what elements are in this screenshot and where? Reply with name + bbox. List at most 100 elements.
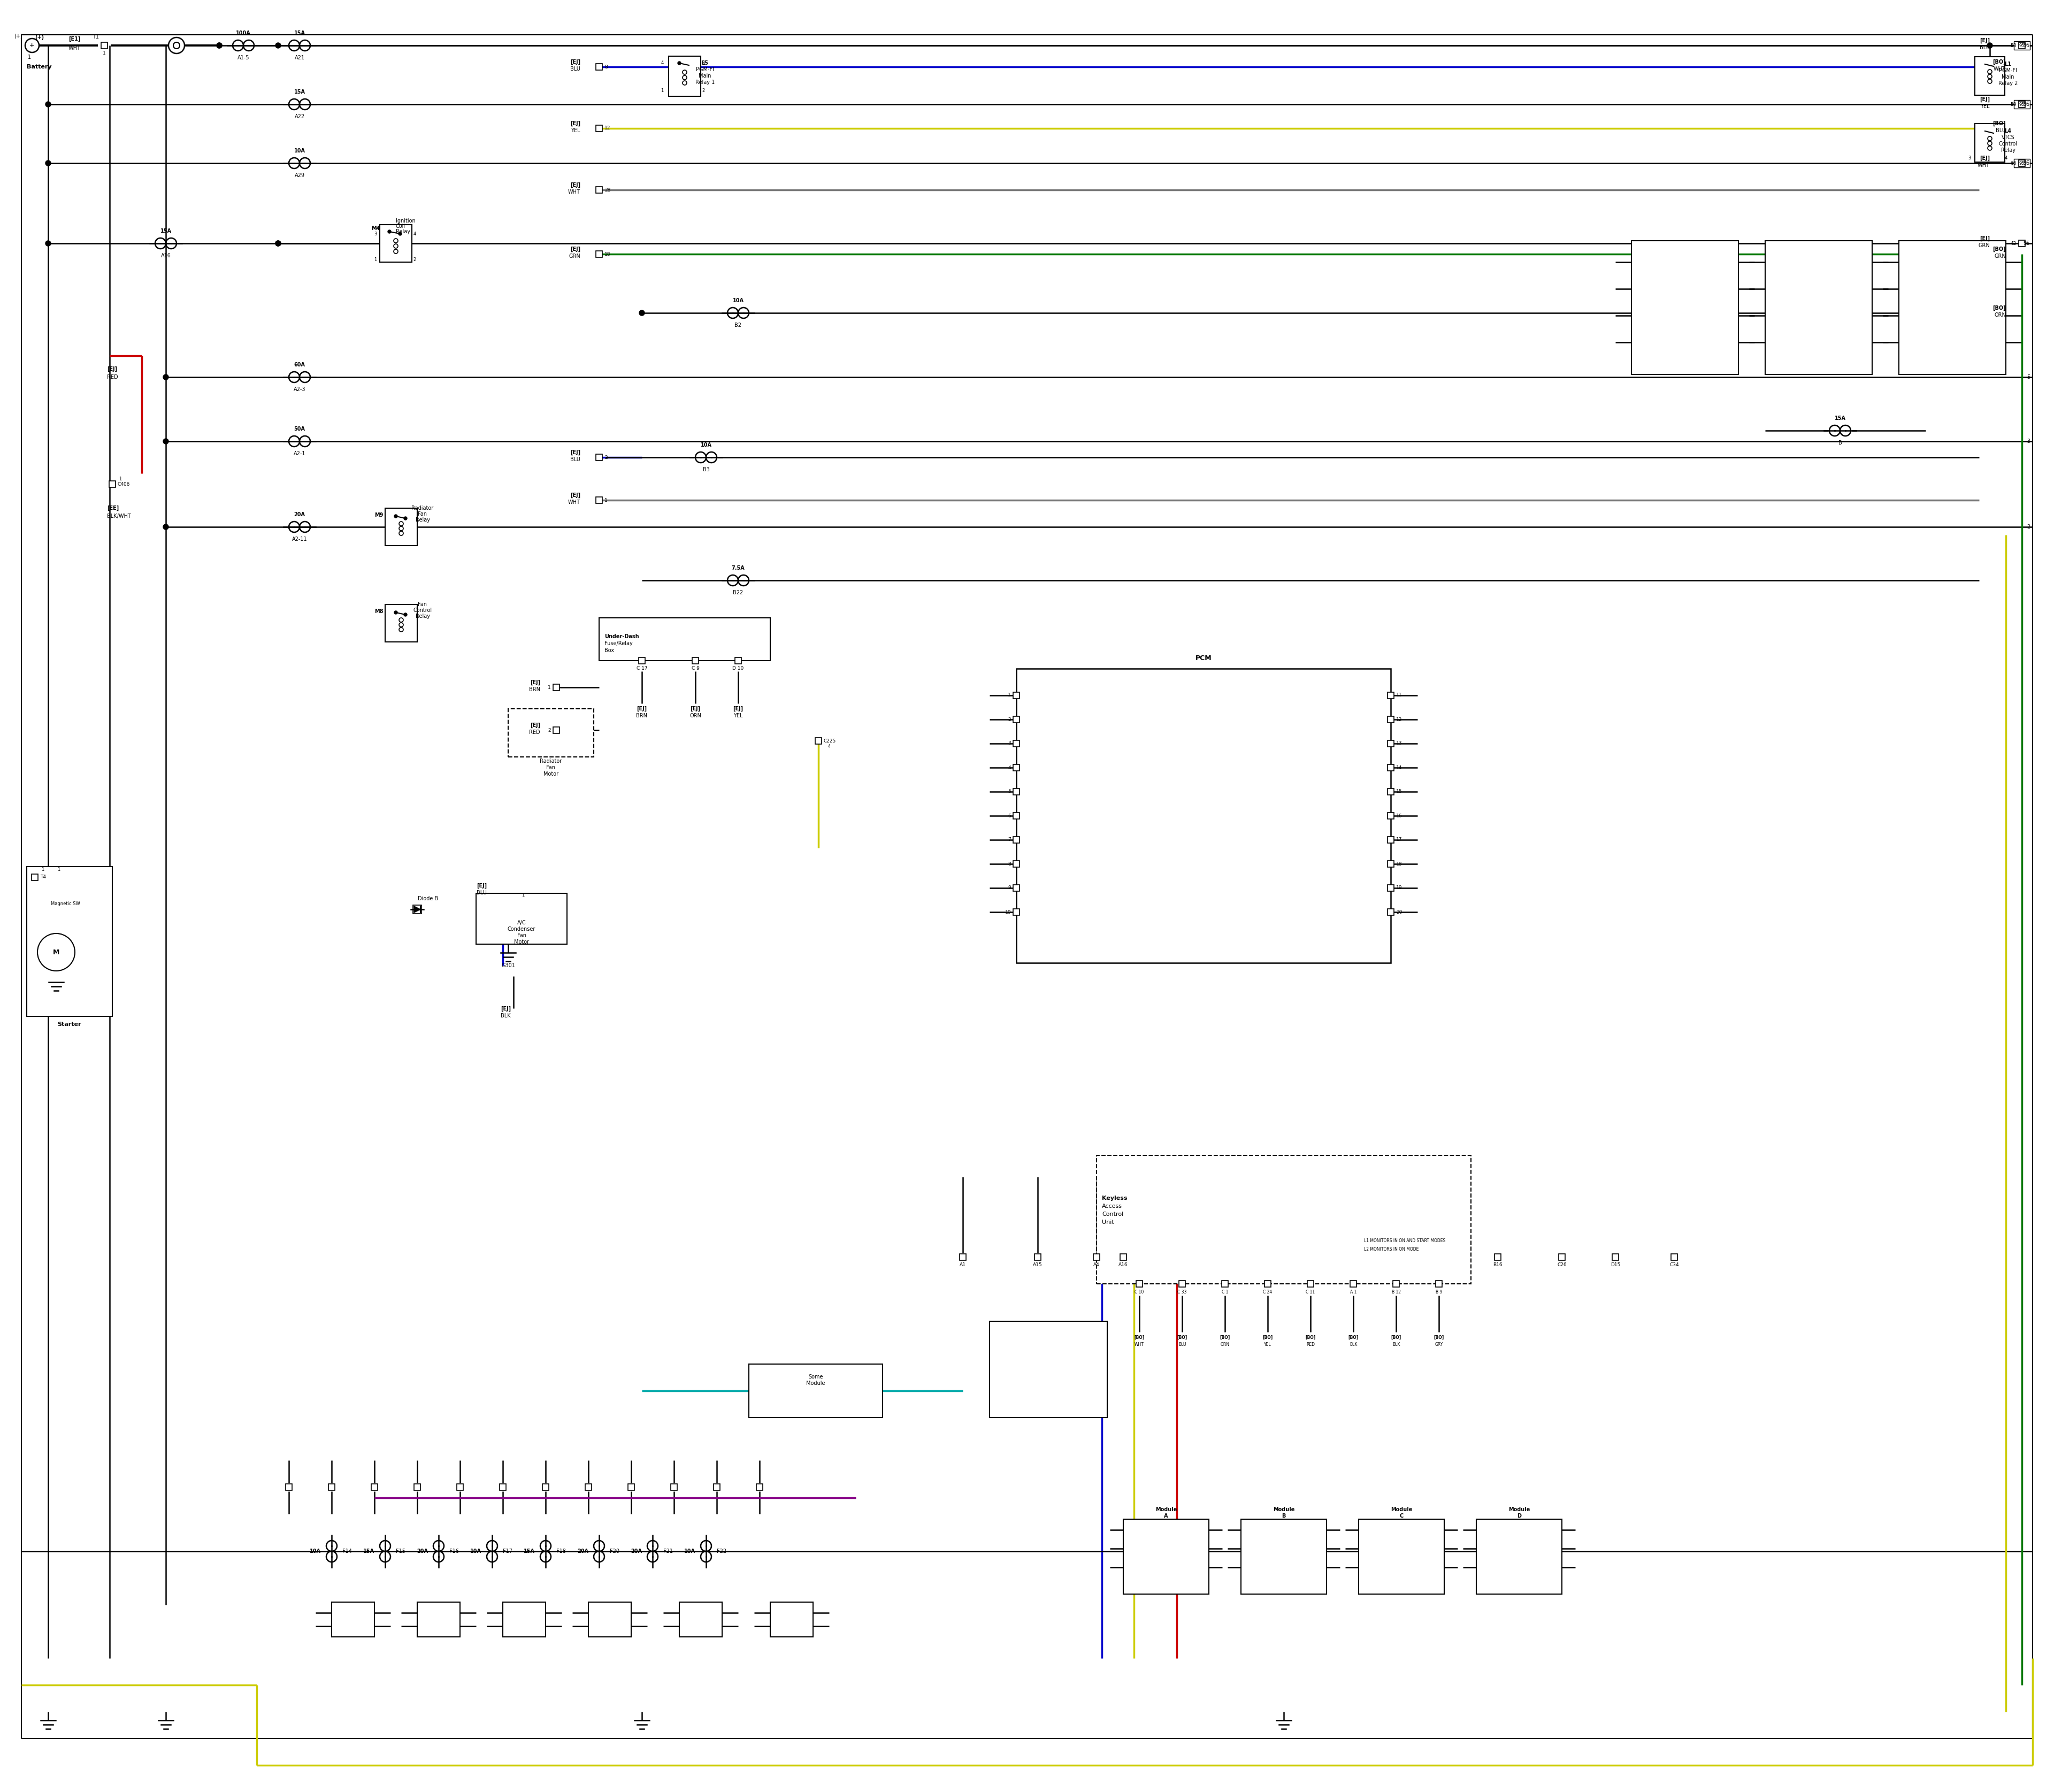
Text: [EJ]: [EJ] [1980, 156, 1990, 161]
Text: Relay: Relay [2001, 147, 2015, 152]
Bar [1179, 1281, 1185, 1287]
Text: Relay 1: Relay 1 [696, 79, 715, 84]
Circle shape [275, 43, 281, 48]
Bar [101, 43, 107, 48]
Text: [BO]: [BO] [1263, 1335, 1273, 1340]
Text: A2-3: A2-3 [294, 387, 306, 392]
Text: B 12: B 12 [1391, 1290, 1401, 1296]
Text: BLK: BLK [501, 1012, 511, 1018]
Text: 50A: 50A [294, 426, 306, 432]
Text: PGM-FI: PGM-FI [1999, 68, 2017, 73]
Text: Module
A: Module A [1154, 1507, 1177, 1518]
Text: (+): (+) [14, 34, 23, 38]
Text: GRY: GRY [1436, 1342, 1444, 1346]
Text: [BO]: [BO] [1220, 1335, 1230, 1340]
Text: 10A: 10A [733, 297, 744, 303]
Text: [EJ]: [EJ] [637, 706, 647, 711]
Text: BLU: BLU [571, 66, 581, 72]
Text: F15: F15 [396, 1548, 405, 1554]
Bar [1013, 812, 1019, 819]
Bar [713, 1484, 721, 1491]
Text: 95: 95 [2023, 161, 2029, 167]
Text: BLK/WHT: BLK/WHT [107, 514, 131, 520]
Circle shape [162, 439, 168, 444]
Text: 1: 1 [548, 685, 550, 690]
Bar [2013, 159, 2029, 167]
Bar [756, 1484, 762, 1491]
Bar [331, 1602, 374, 1636]
Text: B22: B22 [733, 590, 744, 595]
Bar [1389, 788, 1395, 796]
Text: 4: 4 [1009, 765, 1011, 771]
Text: 3: 3 [1009, 742, 1011, 745]
Bar [477, 894, 567, 944]
Bar [680, 1602, 723, 1636]
Text: YEL: YEL [1980, 104, 1990, 109]
Text: [BO]: [BO] [1992, 120, 2007, 125]
Bar [386, 604, 417, 642]
Text: 95: 95 [2023, 240, 2029, 246]
Text: ORN: ORN [1220, 1342, 1230, 1346]
Text: A21: A21 [294, 56, 304, 61]
Text: 5: 5 [1009, 788, 1011, 794]
Text: Keyless: Keyless [1101, 1195, 1128, 1201]
Text: 3: 3 [702, 61, 705, 66]
Text: BLU: BLU [1980, 45, 1990, 50]
Text: [EJ]: [EJ] [501, 1005, 511, 1012]
Bar [735, 658, 741, 663]
Polygon shape [415, 907, 421, 912]
Text: (+): (+) [35, 34, 43, 39]
Bar [1013, 860, 1019, 867]
Bar [1389, 885, 1395, 891]
Text: Radiator: Radiator [411, 505, 433, 511]
Text: YEL: YEL [571, 127, 581, 133]
Text: 42: 42 [2011, 240, 2017, 246]
Text: C 9: C 9 [692, 665, 698, 670]
Text: GRN: GRN [1994, 253, 2007, 258]
Text: C 10: C 10 [1134, 1290, 1144, 1296]
Text: [BO]: [BO] [1992, 59, 2007, 65]
Text: A15: A15 [1033, 1262, 1043, 1267]
Bar [596, 496, 602, 504]
Text: M4: M4 [372, 226, 380, 231]
Text: YEL: YEL [1263, 1342, 1271, 1346]
Bar [600, 618, 770, 661]
Bar [1017, 668, 1391, 962]
Bar [2013, 41, 2029, 50]
Text: 13: 13 [1397, 742, 1403, 745]
Circle shape [45, 102, 51, 108]
Bar [587, 1602, 631, 1636]
Text: RED: RED [1306, 1342, 1315, 1346]
Bar [1013, 885, 1019, 891]
Text: WHT: WHT [68, 45, 80, 50]
Bar [1136, 1281, 1142, 1287]
Text: WHT: WHT [569, 190, 581, 195]
Bar [596, 125, 602, 131]
Text: G301: G301 [501, 962, 516, 968]
Text: F21: F21 [663, 1548, 674, 1554]
Text: [BO]: [BO] [1992, 247, 2007, 253]
Text: [EJ]: [EJ] [1980, 97, 1990, 102]
Bar [413, 905, 421, 914]
Text: [EJ]: [EJ] [571, 247, 581, 253]
Text: 15: 15 [1397, 788, 1403, 794]
Text: BLK: BLK [1349, 1342, 1358, 1346]
Text: L4: L4 [2005, 129, 2011, 134]
Text: Fuse/Relay: Fuse/Relay [604, 642, 633, 647]
Bar [1559, 1254, 1565, 1260]
Text: WHT: WHT [1134, 1342, 1144, 1346]
Circle shape [398, 233, 403, 235]
Circle shape [162, 525, 168, 530]
Bar [959, 1254, 965, 1260]
Text: BLU: BLU [1179, 1342, 1185, 1346]
Circle shape [216, 43, 222, 48]
Text: 100A: 100A [236, 30, 251, 36]
Text: RED: RED [530, 729, 540, 735]
Bar [596, 65, 602, 70]
Bar [1035, 1254, 1041, 1260]
Bar [1013, 788, 1019, 796]
Text: 18: 18 [604, 251, 610, 256]
Text: 95: 95 [2019, 102, 2025, 108]
Text: 4: 4 [828, 744, 830, 749]
Bar [2019, 159, 2025, 167]
